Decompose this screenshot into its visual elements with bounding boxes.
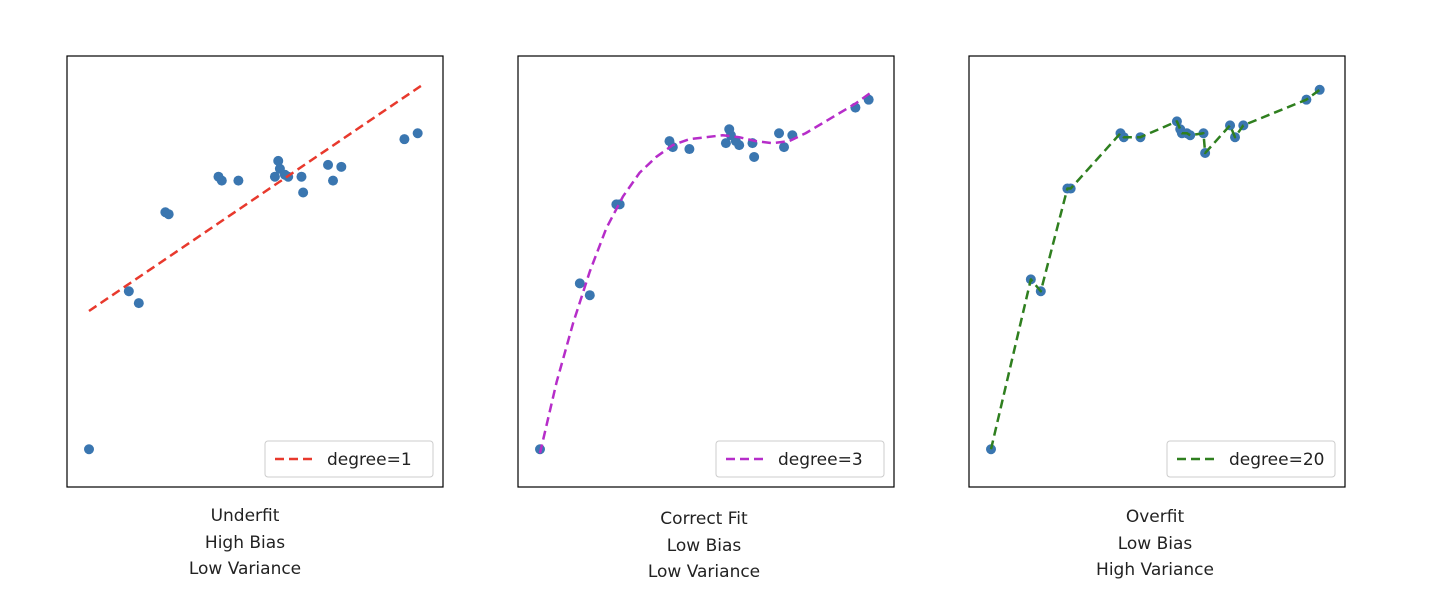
underfit-data-point-2 [123,286,134,297]
underfit-data-point-14 [296,171,307,182]
overfit-axes-frame [968,55,1346,488]
correct-fit-data-point-2 [574,278,585,289]
correct-fit-caption-line-1: Correct Fit [660,509,748,529]
underfit-legend-label: degree=1 [327,450,412,470]
underfit-data-point-17 [328,175,339,186]
underfit-data-point-16 [323,159,334,170]
underfit-caption-line-2: High Bias [204,532,286,553]
correct-fit-caption-line-2: Low Bias [666,535,742,556]
underfit-data-point-7 [216,175,227,186]
correct-fit-data-point-17 [779,142,790,153]
correct-fit-legend-box [715,440,885,478]
overfit-caption-line-3: High Variance [1096,560,1214,580]
correct-fit-data-point-8 [684,144,695,155]
correct-fit-legend: degree=3 [715,440,885,478]
correct-fit-data-point-3 [584,290,595,301]
overfit-fit-line [989,88,1321,450]
underfit-legend-box [264,440,434,478]
correct-fit-data-point-7 [667,142,678,153]
underfit-fit-line [88,84,422,313]
overfit-legend: degree=20 [1166,440,1336,478]
underfit-legend: degree=1 [264,440,434,478]
correct-fit-caption-line-3: Low Variance [647,562,761,582]
underfit-data-point-1 [84,444,94,455]
correct-fit-data-point-15 [749,151,760,162]
underfit-axes-frame [66,55,444,488]
underfit-data-point-20 [412,128,423,139]
correct-fit-data-point-16 [774,128,785,139]
overfit-legend-label: degree=20 [1229,450,1324,470]
underfit-data-point-5 [163,209,174,220]
overfit-caption: Overfit Low Bias High Variance [1005,504,1305,584]
underfit-data-point-15 [298,187,309,198]
overfit-panel: degree=20 [968,55,1346,488]
underfit-panel: degree=1 [66,55,444,488]
correct-fit-legend-label: degree=3 [778,450,863,470]
overfit-legend-box [1166,440,1336,478]
underfit-data-point-19 [399,134,410,145]
correct-fit-data-point-9 [720,138,731,149]
underfit-caption: Underfit High Bias Low Variance [95,503,395,583]
overfit-caption-line-2: Low Bias [1117,533,1193,554]
correct-fit-data-point-13 [734,140,745,151]
underfit-data-point-8 [233,175,244,186]
underfit-data-point-10 [273,155,284,166]
underfit-caption-line-1: Underfit [210,506,280,526]
underfit-caption-line-3: Low Variance [188,559,302,579]
underfit-data-point-3 [133,298,144,309]
correct-fit-caption: Correct Fit Low Bias Low Variance [554,506,854,586]
underfit-data-point-18 [336,161,347,172]
correct-fit-fit-line [538,90,873,454]
correct-fit-panel: degree=3 [517,55,895,488]
underfit-data-point-9 [269,171,280,182]
overfit-caption-line-1: Overfit [1125,507,1185,527]
correct-fit-axes-frame [517,55,895,488]
overfit-data-point-13 [1185,130,1196,141]
